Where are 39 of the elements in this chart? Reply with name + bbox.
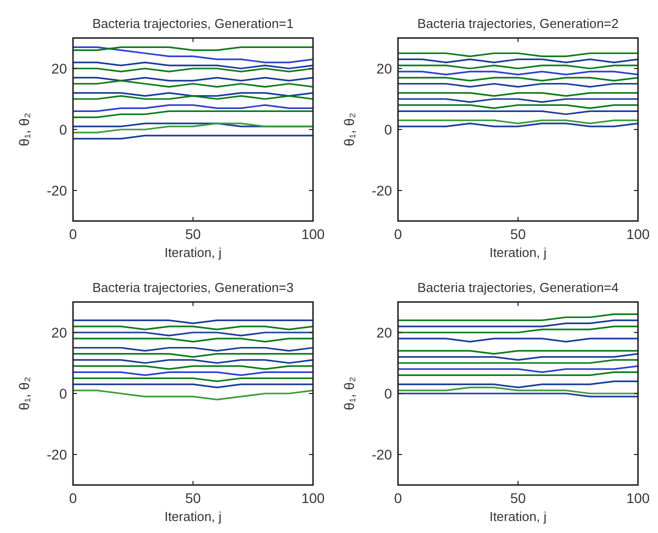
y-axis-title: θ₁, θ₂ <box>16 112 32 146</box>
x-tick-label: 50 <box>185 226 201 242</box>
x-tick-label: 100 <box>301 490 325 506</box>
y-tick-label: -20 <box>372 182 392 198</box>
y-tick-label: -20 <box>372 446 392 462</box>
x-tick-label: 100 <box>301 226 325 242</box>
x-tick-label: 50 <box>185 490 201 506</box>
chart-title: Bacteria trajectories, Generation=3 <box>92 280 294 295</box>
y-tick-label: 20 <box>376 60 392 76</box>
y-tick-label: 20 <box>376 324 392 340</box>
x-axis-title: Iteration, j <box>164 245 222 260</box>
chart-title: Bacteria trajectories, Generation=4 <box>417 280 619 295</box>
x-tick-label: 0 <box>394 490 402 506</box>
x-tick-label: 0 <box>394 226 402 242</box>
x-tick-label: 0 <box>69 490 78 506</box>
y-tick-label: 0 <box>59 121 68 138</box>
line-series <box>72 122 314 134</box>
y-axis-title: θ₁, θ₂ <box>341 112 357 146</box>
x-axis-title: Iteration, j <box>164 509 222 524</box>
y-axis-title: θ₁, θ₂ <box>16 376 32 410</box>
x-tick-label: 100 <box>626 490 650 506</box>
x-tick-label: 0 <box>69 226 78 242</box>
x-tick-label: 50 <box>510 226 526 242</box>
chart-title: Bacteria trajectories, Generation=2 <box>417 16 619 31</box>
y-tick-label: 0 <box>59 385 68 402</box>
x-axis-title: Iteration, j <box>489 509 547 524</box>
x-tick-label: 50 <box>510 490 526 506</box>
x-axis-title: Iteration, j <box>489 245 547 260</box>
chart-title: Bacteria trajectories, Generation=1 <box>92 16 294 31</box>
line-series <box>72 46 314 64</box>
x-tick-label: 100 <box>626 226 650 242</box>
y-tick-label: 0 <box>384 121 392 138</box>
y-tick-label: 20 <box>51 60 68 76</box>
y-tick-label: 20 <box>51 324 68 340</box>
y-tick-label: -20 <box>46 182 68 198</box>
y-tick-label: -20 <box>46 446 68 462</box>
y-axis-title: θ₁, θ₂ <box>341 376 357 410</box>
y-tick-label: 0 <box>384 385 392 402</box>
line-series <box>72 390 314 400</box>
